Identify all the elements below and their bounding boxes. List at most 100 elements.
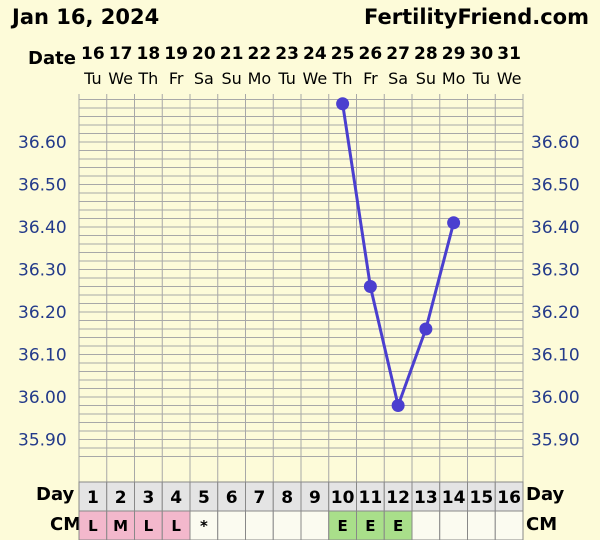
y-tick-label-left: 36.30	[18, 261, 67, 281]
cycle-day-number: 9	[309, 488, 321, 508]
cycle-day-number: 8	[281, 488, 293, 508]
cycle-day-cell	[411, 481, 441, 512]
cycle-day-number: 15	[470, 488, 494, 508]
weekday-label: Mo	[248, 69, 272, 88]
date-number: 16	[81, 44, 105, 64]
weekday-label: Mo	[442, 69, 466, 88]
date-number: 17	[109, 44, 133, 64]
cycle-day-number: 3	[142, 488, 154, 508]
temperature-point	[336, 97, 350, 111]
date-number: 31	[497, 44, 521, 64]
cycle-day-number: 2	[115, 488, 127, 508]
cm-value: L	[171, 517, 181, 535]
weekday-label: We	[497, 69, 522, 88]
cm-cell	[106, 510, 135, 540]
cm-cell	[467, 510, 496, 540]
cm-cell	[411, 510, 441, 540]
weekday-label: Tu	[472, 69, 490, 88]
cm-cell	[78, 510, 108, 540]
weekday-label: Su	[416, 69, 436, 88]
temperature-series	[336, 97, 461, 412]
cycle-day-number: 12	[386, 488, 410, 508]
cm-cell	[245, 510, 274, 540]
cycle-day-number: 11	[359, 488, 383, 508]
cm-cell	[494, 510, 524, 540]
weekday-label: We	[303, 69, 328, 88]
cm-cell	[439, 510, 468, 540]
y-tick-label-left: 36.20	[18, 303, 67, 323]
date-number: 19	[164, 44, 188, 64]
cycle-day-number: 5	[198, 488, 210, 508]
y-tick-label-left: 36.60	[18, 133, 67, 153]
site-brand: FertilityFriend.com	[364, 5, 589, 29]
cm-cell	[328, 510, 357, 540]
cycle-day-cell	[272, 481, 302, 512]
weekday-label: Fr	[363, 69, 378, 88]
cm-value: *	[200, 517, 208, 535]
y-tick-label-right: 36.10	[531, 346, 580, 366]
cycle-day-cell	[78, 481, 108, 512]
date-number: 25	[331, 44, 355, 64]
y-tick-label-left: 36.10	[18, 346, 67, 366]
weekday-label: Su	[221, 69, 241, 88]
cycle-day-number: 7	[253, 488, 265, 508]
weekday-label: Tu	[277, 69, 295, 88]
y-tick-label-left: 35.90	[18, 431, 67, 451]
weekday-label: Sa	[194, 69, 214, 88]
cm-value: M	[113, 517, 128, 535]
y-tick-label-right: 36.30	[531, 261, 580, 281]
temperature-line	[341, 103, 456, 407]
date-number: 28	[414, 44, 438, 64]
cm-cell	[217, 510, 246, 540]
weekday-label: Tu	[83, 69, 101, 88]
cycle-day-cell	[494, 481, 524, 512]
date-number: 21	[220, 44, 244, 64]
date-number: 27	[386, 44, 410, 64]
day-row-label: Day	[36, 484, 75, 505]
date-number: 29	[442, 44, 466, 64]
cycle-day-number: 6	[226, 488, 238, 508]
y-tick-label-right: 36.50	[531, 176, 580, 196]
cm-value: E	[365, 517, 375, 535]
y-tick-label-left: 36.50	[18, 176, 67, 196]
cm-row-label-right: CM	[526, 514, 557, 535]
chart-header: Jan 16, 2024 FertilityFriend.com Date	[10, 5, 589, 69]
chart-date-header: Jan 16, 2024	[10, 5, 159, 29]
cm-row-label: CM	[50, 514, 81, 535]
cycle-day-number: 13	[414, 488, 438, 508]
y-tick-label-right: 36.00	[531, 388, 580, 408]
temperature-point	[391, 399, 405, 412]
cm-cell	[134, 510, 163, 540]
chart-grid	[78, 94, 524, 482]
cycle-day-number: 1	[87, 488, 99, 508]
date-row-label: Date	[28, 48, 76, 69]
y-tick-label-left: 36.00	[18, 388, 67, 408]
date-number: 18	[137, 44, 161, 64]
date-number: 24	[303, 44, 327, 64]
temperature-point	[447, 216, 461, 230]
temperature-point	[419, 322, 433, 336]
y-tick-label-right: 36.40	[531, 218, 580, 238]
y-tick-label-right: 36.60	[531, 133, 580, 153]
cycle-day-number: 10	[331, 488, 355, 508]
weekday-label: Sa	[388, 69, 408, 88]
cm-cell	[272, 510, 302, 540]
date-number: 26	[359, 44, 383, 64]
weekday-label: Th	[137, 69, 158, 88]
cycle-day-cell	[245, 481, 274, 512]
weekday-label: Fr	[169, 69, 184, 88]
date-number: 23	[275, 44, 299, 64]
cycle-day-number: 14	[442, 488, 466, 508]
cycle-day-number: 16	[497, 488, 521, 508]
cm-cell	[300, 510, 330, 540]
date-number: 22	[248, 44, 272, 64]
cm-value: L	[88, 517, 98, 535]
temperature-point	[363, 280, 377, 293]
bottom-rows: Day Day CM CM 1 2 3 4 5 6 7 8 9 10 11 12 13 14 15 16L M L…	[36, 481, 565, 540]
weekday-label: We	[108, 69, 133, 88]
weekday-label: Th	[332, 69, 353, 88]
cycle-day-number: 4	[170, 488, 182, 508]
